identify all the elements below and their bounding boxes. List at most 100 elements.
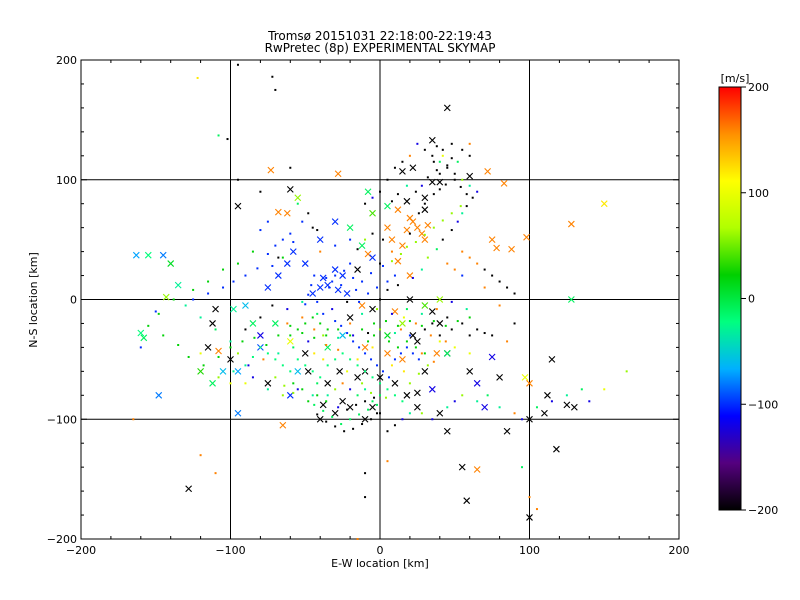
data-point-x-marker [413,338,421,345]
data-point-dot [438,334,441,337]
data-point-x-marker [369,403,376,411]
data-point-dot [316,413,319,416]
data-point-dot [379,382,381,385]
data-point-dot [349,238,352,241]
data-point-x-marker [334,170,342,178]
data-point-dot [236,178,239,181]
data-points [132,63,628,540]
data-point-dot [429,334,432,337]
colorbar-unit-label: [m/s] [721,72,750,85]
data-point-dot [444,340,447,343]
colorbar-tick-label: 200 [748,81,769,94]
data-point-dot [251,250,254,253]
data-point-dot [423,233,426,236]
data-point-dot [364,388,367,391]
data-point-dot [274,358,277,361]
data-point-dot [441,219,444,222]
y-tick-label: −200 [47,533,77,546]
data-point-dot [217,376,220,379]
data-point-dot [364,496,367,499]
data-point-x-marker [155,391,163,399]
data-point-dot [334,425,337,428]
data-point-dot [513,412,516,415]
data-point-x-marker [421,367,429,375]
data-point-x-marker [364,188,372,196]
data-point-dot [468,352,471,355]
data-point-dot [277,352,280,355]
data-point-dot [310,284,313,287]
data-point-x-marker [286,338,294,345]
data-point-dot [244,364,247,367]
data-point-dot [367,292,370,295]
data-point-dot [217,355,220,358]
data-point-dot [322,312,325,315]
data-point-dot [426,256,429,259]
data-point-dot [401,418,404,421]
data-point-dot [416,142,419,145]
data-point-x-marker [384,202,391,210]
data-point-dot [154,310,157,313]
data-point-dot [319,376,322,379]
data-point-x-marker [421,206,429,214]
data-point-dot [340,423,343,426]
data-point-dot [266,252,269,255]
data-point-dot [370,418,373,421]
data-point-dot [337,328,340,331]
data-point-dot [265,344,268,347]
data-point-x-marker [274,272,282,279]
data-point-x-marker [544,391,551,399]
data-point-dot [461,212,464,215]
data-point-dot [236,262,239,265]
data-point-x-marker [421,302,429,309]
data-point-dot [461,322,464,325]
data-point-x-marker [283,209,291,217]
data-point-x-marker [301,260,309,267]
data-point-dot [465,193,468,196]
data-point-dot [334,388,337,391]
data-point-x-marker [234,409,242,417]
data-point-dot [226,138,229,141]
data-point-dot [379,412,381,415]
data-point-dot [376,286,379,289]
data-point-x-marker [406,296,414,303]
data-point-dot [431,322,434,325]
data-point-dot [401,400,404,403]
data-point-dot [435,145,438,148]
data-point-dot [435,248,438,251]
data-point-dot [207,292,210,295]
data-point-dot [376,308,379,311]
data-point-dot [322,358,325,361]
data-point-dot [364,352,367,355]
data-point-dot [371,376,374,379]
data-point-dot [192,298,195,301]
x-tick-label: −200 [66,544,96,557]
data-point-x-marker [424,221,432,229]
data-point-dot [426,364,429,367]
data-point-dot [361,312,364,315]
x-tick-label: −100 [215,544,245,557]
data-point-dot [411,276,414,279]
data-point-dot [476,328,479,331]
data-point-dot [408,412,411,415]
data-point-dot [356,248,359,251]
data-point-x-marker [443,427,451,435]
data-point-dot [405,346,408,349]
data-point-x-marker [384,224,391,232]
data-point-x-marker [493,244,500,252]
data-point-dot [196,76,199,79]
data-point-x-marker [503,427,511,435]
data-point-x-marker [197,367,204,375]
data-point-dot [214,472,217,475]
data-point-dot [498,406,501,409]
data-point-dot [364,472,367,475]
data-point-dot [408,334,411,337]
data-point-x-marker [369,209,376,217]
data-point-dot [304,303,307,306]
data-point-x-marker [409,332,417,339]
data-point-x-marker [428,385,436,393]
data-point-dot [232,280,235,283]
data-point-dot [271,304,274,307]
data-point-dot [476,262,479,265]
data-point-dot [438,172,441,175]
chart-title: Tromsø 20151031 22:18:00-22:19:43 [267,29,492,43]
